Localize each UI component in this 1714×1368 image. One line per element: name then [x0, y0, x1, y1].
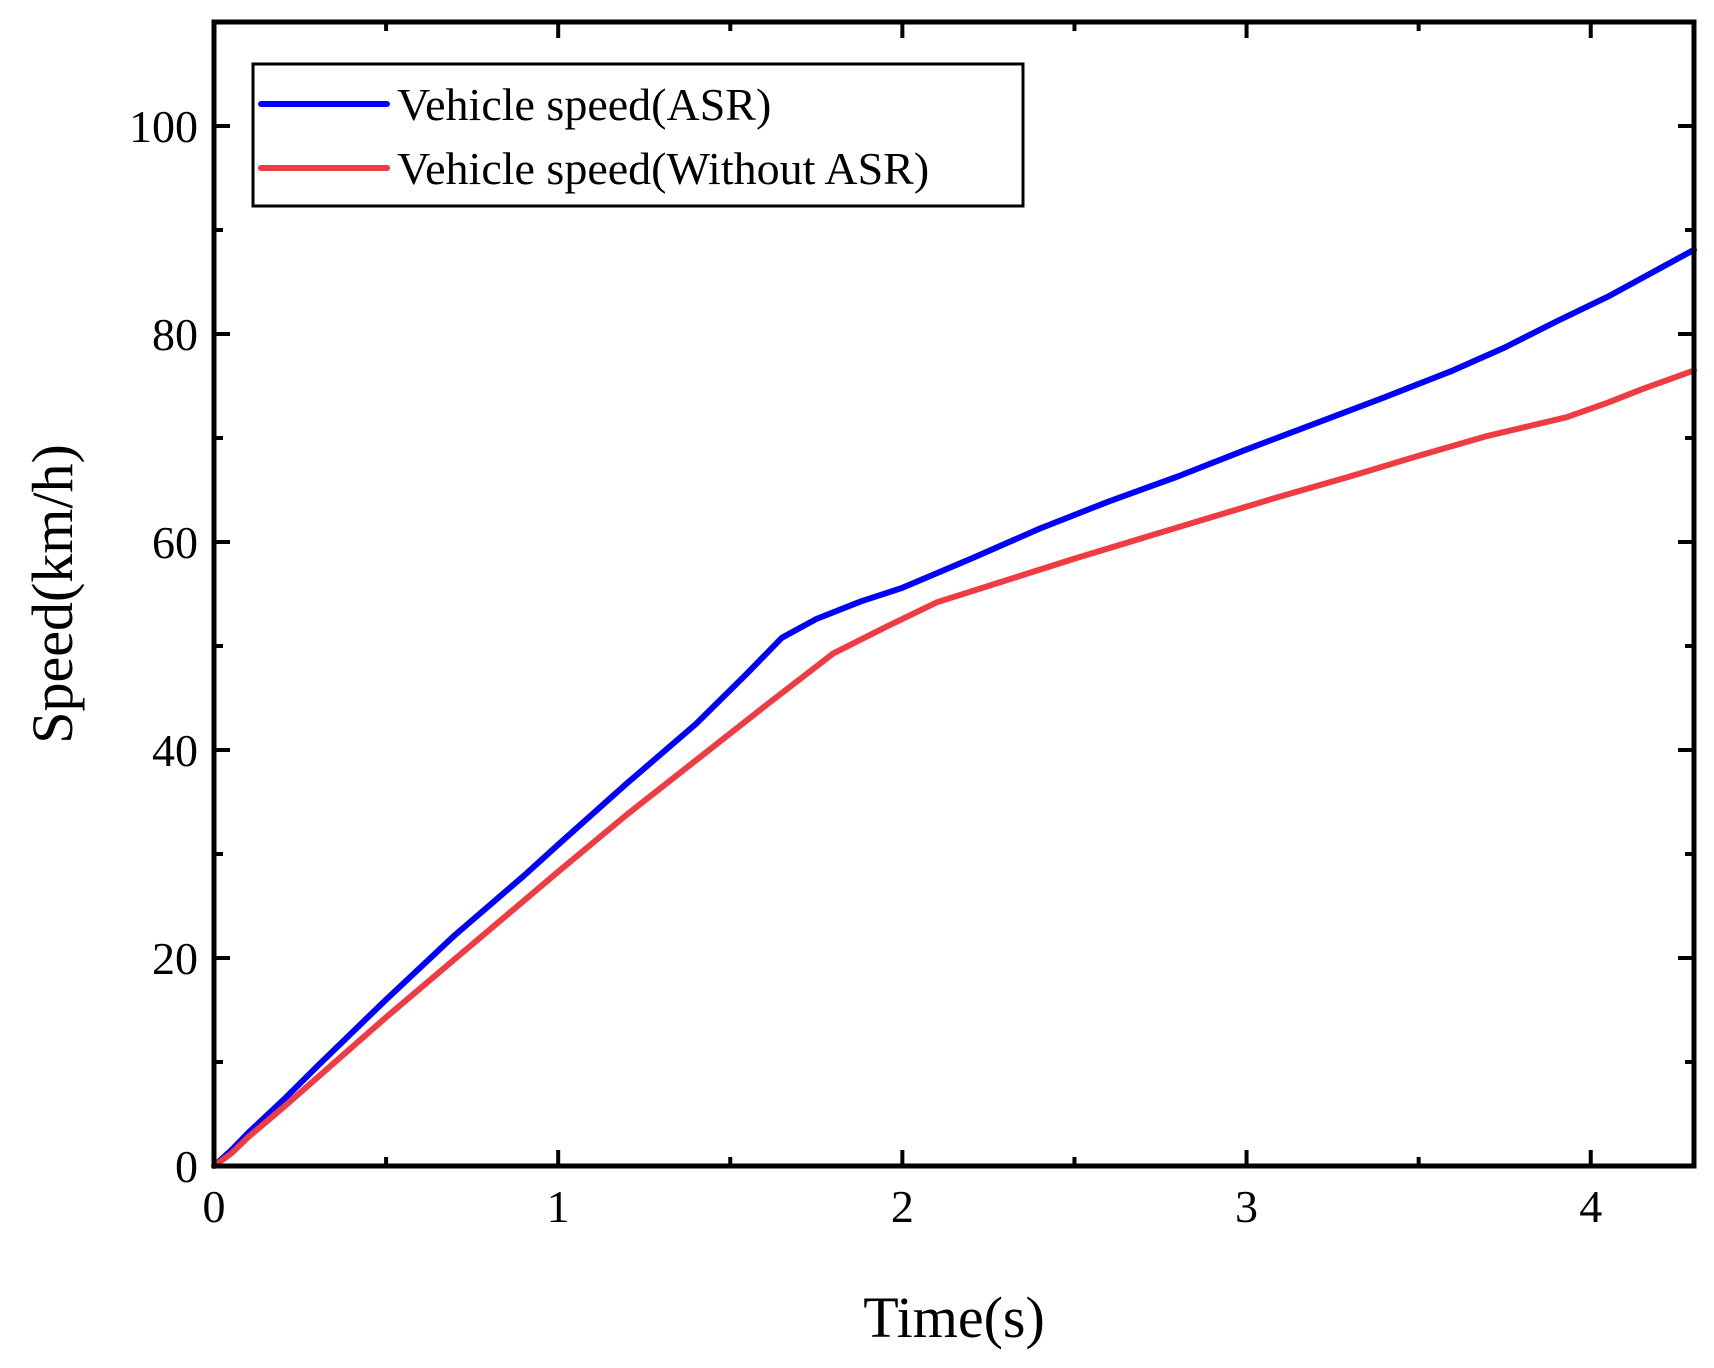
legend-label-asr: Vehicle speed(ASR): [397, 79, 771, 130]
y-tick-label: 80: [152, 309, 198, 360]
y-tick-label: 100: [129, 101, 198, 152]
x-tick-label: 0: [203, 1181, 226, 1232]
y-tick-label: 20: [152, 933, 198, 984]
y-tick-label: 40: [152, 725, 198, 776]
legend-label-without-asr: Vehicle speed(Without ASR): [397, 143, 929, 194]
series-line-0: [211, 246, 1697, 1169]
axis-ticks: [212, 22, 1694, 1168]
x-tick-label: 1: [547, 1181, 570, 1232]
y-tick-label: 60: [152, 517, 198, 568]
legend: Vehicle speed(ASR) Vehicle speed(Without…: [251, 62, 1025, 208]
plot-lines: [211, 246, 1697, 1169]
legend-box: [251, 62, 1025, 208]
x-tick-label: 3: [1235, 1181, 1258, 1232]
x-axis-title: Time(s): [863, 1285, 1045, 1350]
y-axis-title: Speed(km/h): [20, 444, 85, 744]
series-line-1: [211, 367, 1697, 1169]
x-tick-label: 2: [891, 1181, 914, 1232]
plot-frame: [211, 19, 1697, 1169]
y-tick-label: 0: [175, 1141, 198, 1192]
x-tick-label: 4: [1579, 1181, 1602, 1232]
